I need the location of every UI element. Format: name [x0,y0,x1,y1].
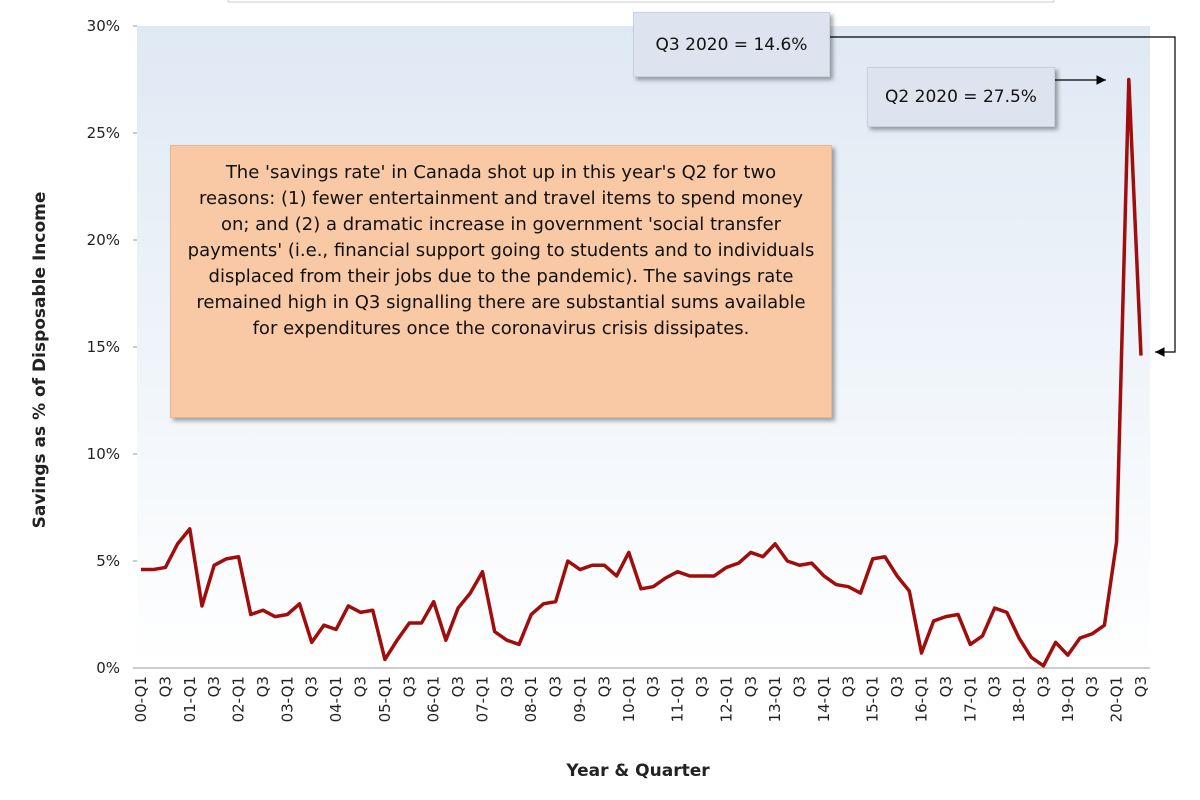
annotation: Q3 2020 = 14.6% [633,12,830,77]
x-tick-label: 06-Q1 [425,676,443,722]
x-tick-label: 11-Q1 [669,676,687,722]
x-tick-label: Q3 [937,676,955,697]
y-axis-label: Savings as % of Disposable Income [30,192,50,529]
title-box [227,0,1055,3]
x-tick-label: Q3 [986,676,1004,697]
x-tick-label: 00-Q1 [132,676,150,722]
x-tick-label: Q3 [1034,676,1052,697]
y-tick-label: 30% [87,17,120,35]
x-tick-label: 20-Q1 [1108,676,1126,722]
x-tick-label: Q3 [742,676,760,697]
x-tick-label: 05-Q1 [376,676,394,722]
x-tick-label: 10-Q1 [620,676,638,722]
x-tick-label: Q3 [1132,676,1150,697]
x-tick-label: Q3 [888,676,906,697]
x-tick-label: Q3 [156,676,174,697]
y-tick-label: 15% [87,338,120,356]
x-tick-label: Q3 [1083,676,1101,697]
x-tick-label: 19-Q1 [1059,676,1077,722]
x-tick-label: Q3 [449,676,467,697]
data-line [141,77,1143,668]
x-tick-label: 01-Q1 [181,676,199,722]
x-tick-label: 15-Q1 [864,676,882,722]
x-tick-label: Q3 [839,676,857,697]
x-tick-label: Q3 [791,676,809,697]
x-tick-label: 02-Q1 [230,676,248,722]
x-tick-label: 16-Q1 [912,676,930,722]
x-axis-label: Year & Quarter [565,761,710,781]
y-tick-label: 25% [87,124,120,142]
x-tick-label: Q3 [498,676,516,697]
y-tick-label: 5% [96,552,120,570]
x-tick-label: Q3 [693,676,711,697]
x-tick-label: Q3 [254,676,272,697]
x-tick-label: 07-Q1 [473,676,491,722]
annotation: The 'savings rate' in Canada shot up in … [170,145,832,418]
y-tick-label: 20% [87,231,120,249]
x-tick-label: 13-Q1 [766,676,784,722]
y-tick-label: 0% [96,659,120,677]
x-tick-label: 17-Q1 [961,676,979,722]
x-tick-label: Q3 [400,676,418,697]
x-tick-label: Q3 [303,676,321,697]
x-tick-label: 18-Q1 [1010,676,1028,722]
x-tick-label: 14-Q1 [815,676,833,722]
x-tick-label: 08-Q1 [522,676,540,722]
x-tick-label: Q3 [595,676,613,697]
x-tick-label: 04-Q1 [327,676,345,722]
x-tick-label: Q3 [352,676,370,697]
y-tick-label: 10% [87,445,120,463]
annotation: Q2 2020 = 27.5% [867,67,1055,127]
x-tick-label: 03-Q1 [278,676,296,722]
x-tick-label: Q3 [547,676,565,697]
x-tick-label: 12-Q1 [717,676,735,722]
x-tick-label: 09-Q1 [571,676,589,722]
arrow [830,36,1176,357]
x-tick-label: Q3 [644,676,662,697]
x-tick-label: Q3 [205,676,223,697]
